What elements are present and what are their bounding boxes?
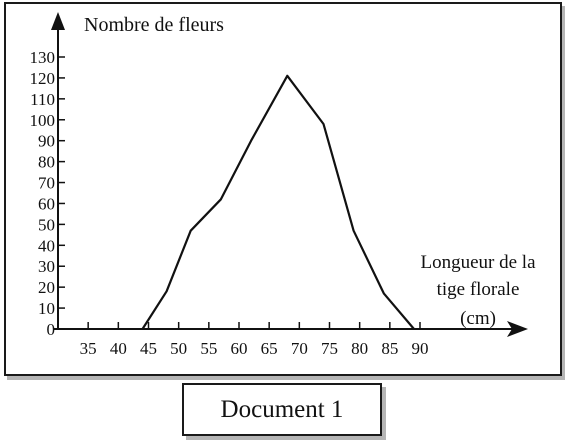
x-ticks: 35 40 45 50 55 60 65 70 75 80 85 90: [80, 322, 429, 358]
y-tick-label: 120: [30, 69, 56, 88]
x-tick-label: 90: [412, 339, 429, 358]
y-tick-label: 40: [38, 236, 55, 255]
y-tick-label: 50: [38, 215, 55, 234]
y-tick-label: 10: [38, 299, 55, 318]
y-tick-label: 0: [47, 320, 56, 339]
y-tick-label: 70: [38, 174, 55, 193]
y-tick-label: 20: [38, 278, 55, 297]
caption-text: Document 1: [220, 395, 344, 423]
y-axis-label: Nombre de fleurs: [84, 14, 224, 36]
y-axis-arrow: [51, 12, 65, 30]
chart-frame: [4, 2, 562, 376]
x-axis-label-line-1: Longueur de la: [420, 252, 536, 273]
x-tick-label: 45: [140, 339, 157, 358]
y-tick-label: 60: [38, 194, 55, 213]
caption-shadow-bottom: [186, 436, 386, 440]
x-axis-label-line-2: tige florale: [437, 279, 520, 300]
frame-shadow-right: [562, 6, 565, 380]
document-caption: Document 1: [182, 383, 382, 436]
x-tick-label: 60: [231, 339, 248, 358]
x-tick-label: 55: [200, 339, 217, 358]
x-axis-label-line-3: (cm): [460, 308, 496, 329]
y-tick-label: 30: [38, 257, 55, 276]
y-tick-label: 130: [30, 48, 56, 67]
x-tick-label: 70: [291, 339, 308, 358]
y-tick-label: 110: [30, 90, 55, 109]
x-tick-label: 75: [321, 339, 338, 358]
x-tick-label: 65: [261, 339, 278, 358]
x-tick-label: 40: [110, 339, 127, 358]
axes: [51, 12, 528, 337]
x-tick-label: 85: [381, 339, 398, 358]
frame-shadow: [7, 376, 565, 380]
y-tick-label: 100: [30, 111, 56, 130]
caption-shadow-right: [382, 387, 386, 440]
x-tick-label: 50: [170, 339, 187, 358]
y-tick-label: 90: [38, 132, 55, 151]
x-axis-arrow: [507, 321, 528, 337]
series-line: [141, 74, 415, 330]
x-tick-label: 80: [351, 339, 368, 358]
x-tick-label: 35: [80, 339, 97, 358]
y-tick-label: 80: [38, 153, 55, 172]
series: [141, 74, 415, 330]
